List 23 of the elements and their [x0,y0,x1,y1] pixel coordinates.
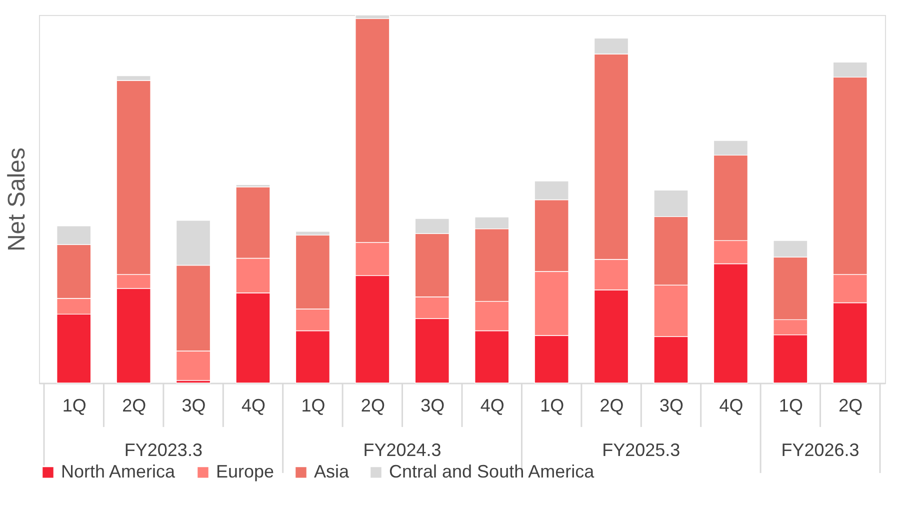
x-tick-label: 1Q [301,396,326,416]
x-tick-label: 2Q [122,396,146,416]
x-tick-label: 3Q [659,396,684,416]
x-tick-label: 1Q [778,396,803,416]
x-tick-label: 3Q [420,396,445,416]
x-tick-label: 4Q [480,396,504,416]
y-axis-title: Net Sales [4,147,30,252]
x-tick-label: 2Q [838,396,863,416]
x-tick-label: 4Q [241,396,266,416]
text: FY2023.3 [124,440,202,460]
x-tick-label: 2Q [600,396,624,416]
x-tick-label: 1Q [540,396,564,416]
legend-label: Europe [216,461,274,482]
legend-label: Asia [314,461,350,482]
legend-label: North America [61,461,176,482]
text: FY2025.3 [602,440,680,460]
text: FY2024.3 [363,440,442,460]
legend-label: Cntral and South America [389,461,596,482]
x-tick-label: 4Q [719,396,744,416]
x-tick-label: 2Q [360,396,385,416]
text: FY2026.3 [781,440,860,460]
x-tick-label: 1Q [62,396,86,416]
x-tick-label: 3Q [182,396,206,416]
